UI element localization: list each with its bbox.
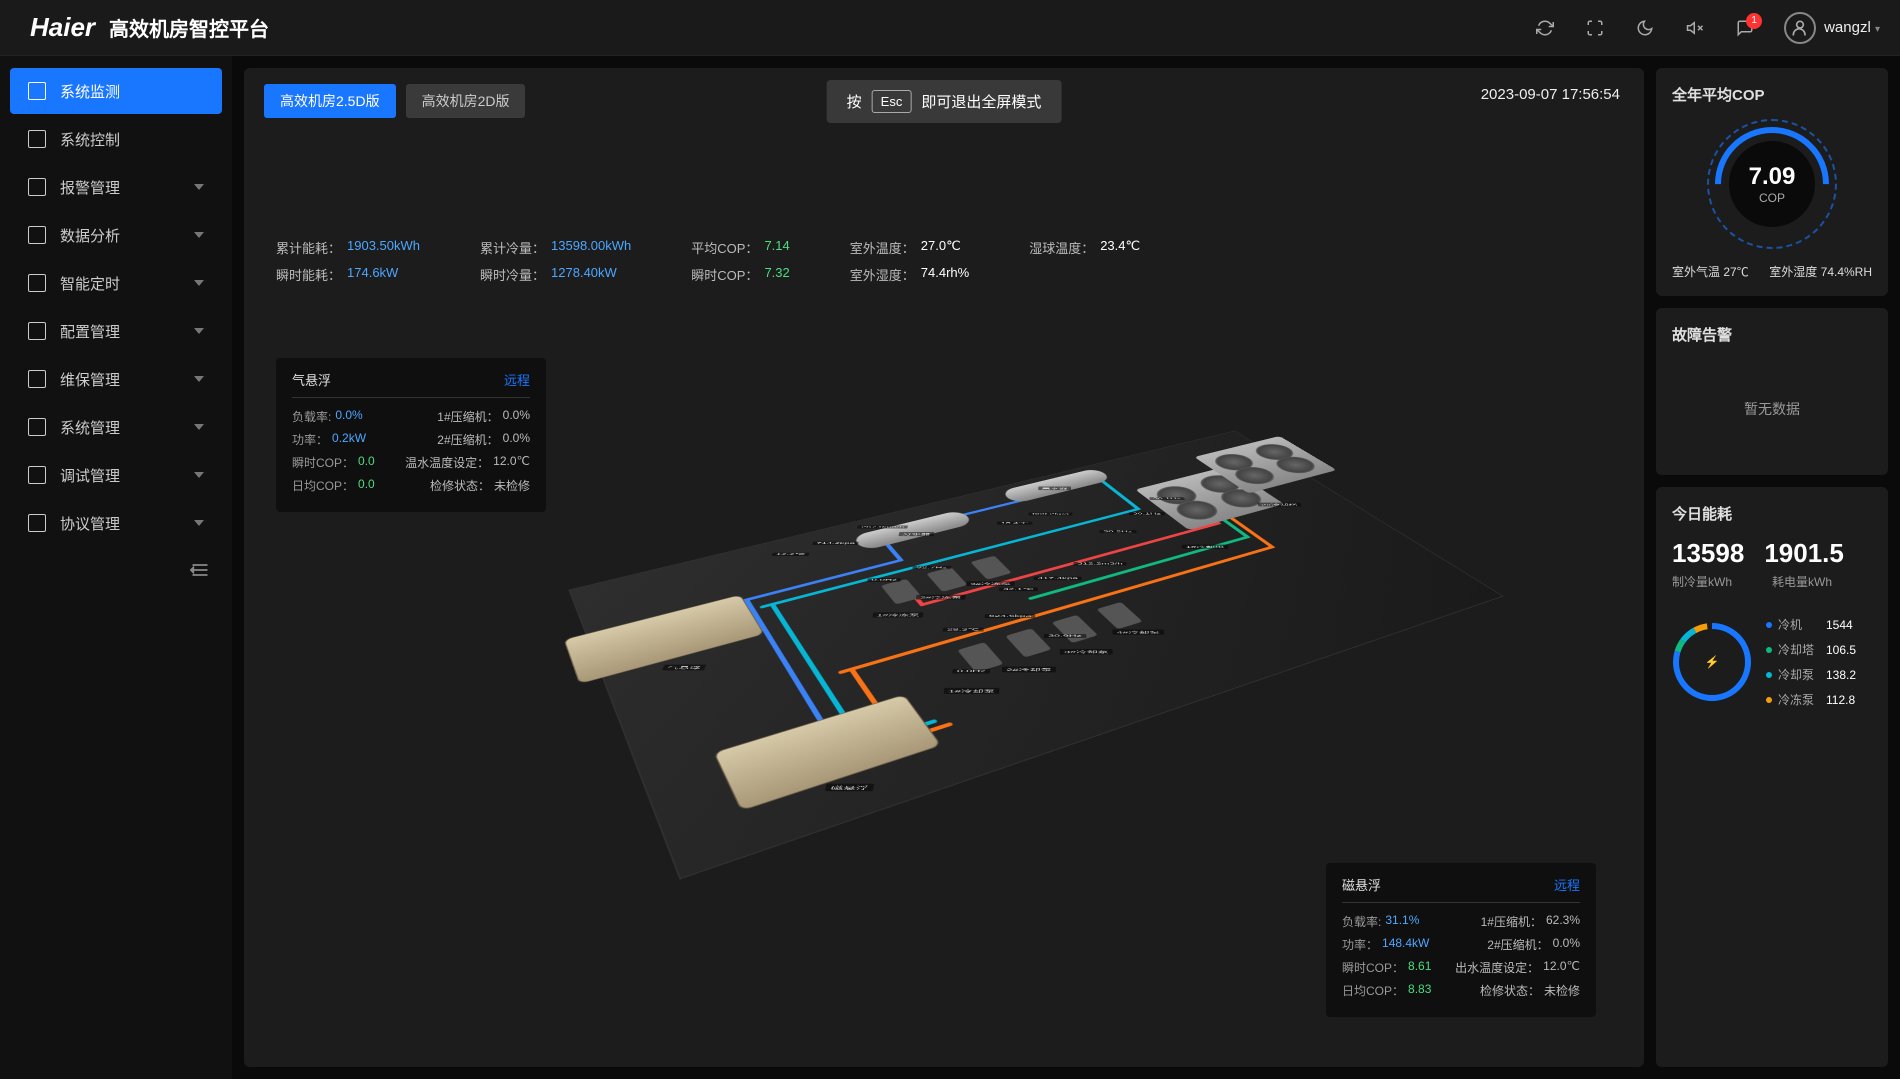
sidebar-item-label: 维保管理 xyxy=(60,369,120,390)
legend-item: 冷却泵138.2 xyxy=(1766,666,1856,683)
stat-item: 平均COP：7.14 xyxy=(691,238,789,257)
sidebar-item-7[interactable]: 系统管理 xyxy=(10,404,222,450)
menu-icon xyxy=(28,466,46,484)
notification-badge: 1 xyxy=(1746,13,1762,29)
menu-icon xyxy=(28,274,46,292)
theme-icon[interactable] xyxy=(1634,17,1656,39)
menu-icon xyxy=(28,82,46,100)
chevron-down-icon xyxy=(194,520,204,526)
notifications-icon[interactable]: 1 xyxy=(1734,17,1756,39)
main-view: 高效机房2.5D版高效机房2D版 2023-09-07 17:56:54 按 E… xyxy=(244,68,1644,1067)
menu-icon xyxy=(28,226,46,244)
chevron-down-icon xyxy=(194,280,204,286)
menu-icon xyxy=(28,178,46,196)
sidebar-item-1[interactable]: 系统控制 xyxy=(10,116,222,162)
sidebar-item-label: 报警管理 xyxy=(60,177,120,198)
legend-item: 冷机1544 xyxy=(1766,616,1856,633)
stat-item: 累计能耗：1903.50kWh xyxy=(276,238,420,257)
panel-row: 负载率:31.1%1#压缩机：62.3% xyxy=(1342,913,1580,930)
stat-item: 湿球温度：23.4℃ xyxy=(1029,238,1140,257)
sidebar-item-label: 智能定时 xyxy=(60,273,120,294)
esc-hint: 按 Esc 即可退出全屏模式 xyxy=(827,80,1062,123)
qixuanfu-panel: 气悬浮远程 负载率:0.0%1#压缩机：0.0%功率：0.2kW2#压缩机：0.… xyxy=(276,358,546,512)
collapse-sidebar-icon[interactable] xyxy=(190,562,210,578)
chevron-down-icon xyxy=(194,328,204,334)
panel-row: 负载率:0.0%1#压缩机：0.0% xyxy=(292,408,530,425)
panel-row: 日均COP：0.0检修状态：未检修 xyxy=(292,477,530,494)
mute-icon[interactable] xyxy=(1684,17,1706,39)
stat-item: 瞬时冷量：1278.40kW xyxy=(480,265,631,284)
sidebar-item-6[interactable]: 维保管理 xyxy=(10,356,222,402)
panel-row: 功率：0.2kW2#压缩机：0.0% xyxy=(292,431,530,448)
sidebar-item-label: 系统管理 xyxy=(60,417,120,438)
app-title: 高效机房智控平台 xyxy=(109,13,269,42)
menu-icon xyxy=(28,370,46,388)
menu-icon xyxy=(28,322,46,340)
sidebar-item-0[interactable]: 系统监测 xyxy=(10,68,222,114)
panel-row: 日均COP：8.83检修状态：未检修 xyxy=(1342,982,1580,999)
sidebar-item-8[interactable]: 调试管理 xyxy=(10,452,222,498)
cop-panel: 全年平均COP 7.09 COP 室外气温 27℃ 室外湿度 74.4%RH xyxy=(1656,68,1888,296)
sidebar-item-label: 系统控制 xyxy=(60,129,120,150)
system-diagram: 12.2℃ 714.2kpa 257.0m3/h 分水器 集水器 16.4℃ 6… xyxy=(568,431,1503,880)
chevron-down-icon xyxy=(194,232,204,238)
sidebar-item-2[interactable]: 报警管理 xyxy=(10,164,222,210)
menu-icon xyxy=(28,130,46,148)
sidebar-item-4[interactable]: 智能定时 xyxy=(10,260,222,306)
panel-row: 瞬时COP：0.0温水温度设定：12.0℃ xyxy=(292,454,530,471)
chevron-down-icon xyxy=(194,376,204,382)
alarm-panel: 故障告警 暂无数据 xyxy=(1656,308,1888,475)
legend-item: 冷冻泵112.8 xyxy=(1766,691,1856,708)
timestamp: 2023-09-07 17:56:54 xyxy=(1481,86,1620,103)
username-label[interactable]: wangzl ▾ xyxy=(1824,19,1880,36)
stat-item: 累计冷量：13598.00kWh xyxy=(480,238,631,257)
sidebar-item-label: 调试管理 xyxy=(60,465,120,486)
sidebar-item-label: 系统监测 xyxy=(60,81,120,102)
user-avatar[interactable] xyxy=(1784,12,1816,44)
stat-item: 瞬时COP：7.32 xyxy=(691,265,789,284)
energy-panel: 今日能耗 13598 1901.5 制冷量kWh 耗电量kWh ⚡ 冷机1544… xyxy=(1656,487,1888,1067)
panel-row: 功率：148.4kW2#压缩机：0.0% xyxy=(1342,936,1580,953)
panel-row: 瞬时COP：8.61出水温度设定：12.0℃ xyxy=(1342,959,1580,976)
fullscreen-icon[interactable] xyxy=(1584,17,1606,39)
stat-item: 室外温度：27.0℃ xyxy=(850,238,969,257)
legend-item: 冷却塔106.5 xyxy=(1766,641,1856,658)
menu-icon xyxy=(28,418,46,436)
stat-item: 室外湿度：74.4rh% xyxy=(850,265,969,284)
sidebar: 系统监测系统控制报警管理数据分析智能定时配置管理维保管理系统管理调试管理协议管理 xyxy=(0,56,232,1079)
sidebar-item-label: 数据分析 xyxy=(60,225,120,246)
cop-gauge: 7.09 COP xyxy=(1707,119,1837,249)
sidebar-item-5[interactable]: 配置管理 xyxy=(10,308,222,354)
energy-donut: ⚡ xyxy=(1672,622,1752,702)
chevron-down-icon xyxy=(194,472,204,478)
sidebar-item-3[interactable]: 数据分析 xyxy=(10,212,222,258)
chevron-down-icon xyxy=(194,184,204,190)
sidebar-item-label: 协议管理 xyxy=(60,513,120,534)
stat-item: 瞬时能耗：174.6kW xyxy=(276,265,420,284)
view-tab-0[interactable]: 高效机房2.5D版 xyxy=(264,84,396,118)
cixuanfu-panel: 磁悬浮远程 负载率:31.1%1#压缩机：62.3%功率：148.4kW2#压缩… xyxy=(1326,863,1596,1017)
sidebar-item-label: 配置管理 xyxy=(60,321,120,342)
chevron-down-icon xyxy=(194,424,204,430)
brand-logo: Haier xyxy=(30,12,95,43)
view-tab-1[interactable]: 高效机房2D版 xyxy=(406,84,526,118)
menu-icon xyxy=(28,514,46,532)
refresh-icon[interactable] xyxy=(1534,17,1556,39)
sidebar-item-9[interactable]: 协议管理 xyxy=(10,500,222,546)
